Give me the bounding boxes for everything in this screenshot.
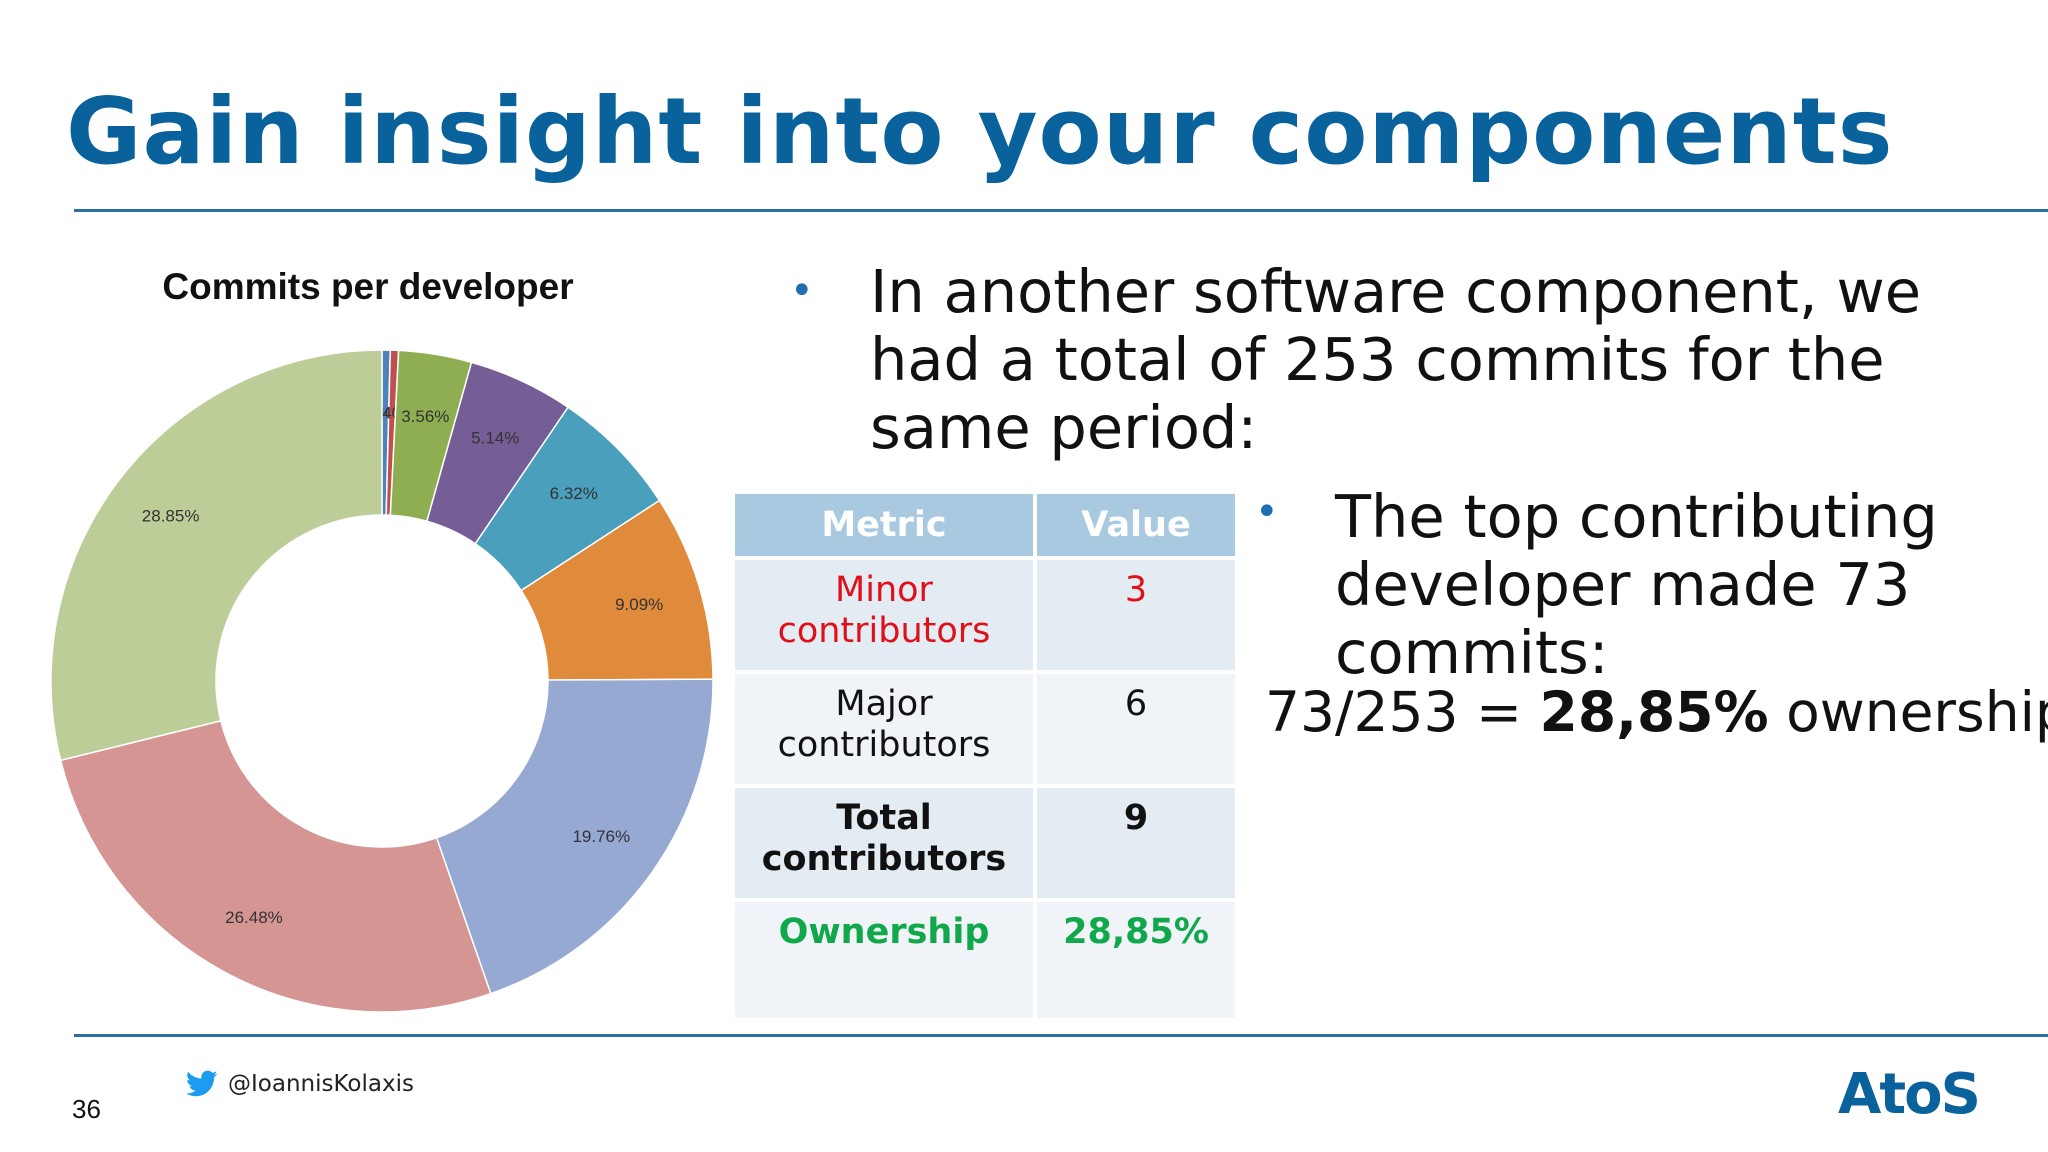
twitter-bird-icon	[186, 1070, 218, 1097]
header-metric: Metric	[735, 494, 1033, 556]
ownership-suffix: ownership	[1768, 680, 2048, 744]
metric-minor-contributors: Minor contributors	[735, 560, 1033, 670]
twitter-handle-text: @IoannisKolaxis	[228, 1071, 414, 1097]
bullet-total-commits-text: In another software component, we had a …	[870, 257, 1921, 462]
table-row: Total contributors 9	[735, 788, 1235, 898]
ownership-calculation: 73/253 = 28,85% ownership	[1265, 680, 2048, 744]
donut-slice	[435, 678, 714, 995]
table-row: Major contributors 6	[735, 674, 1235, 784]
donut-chart: 0.40%0.40%3.56%5.14%6.32%9.09%19.76%26.4…	[50, 349, 714, 1013]
bullet-dot: •	[790, 268, 814, 314]
metrics-table: Metric Value Minor contributors 3 Major …	[731, 490, 1239, 1022]
metric-total-contributors: Total contributors	[735, 788, 1033, 898]
value-total-contributors: 9	[1037, 788, 1235, 898]
slice-data-label: 28.85%	[142, 506, 200, 525]
header-value: Value	[1037, 494, 1235, 556]
donut-slice	[59, 719, 492, 1013]
metric-major-contributors: Major contributors	[735, 674, 1033, 784]
table-header-row: Metric Value	[735, 494, 1235, 556]
slice-data-label: 19.76%	[572, 827, 630, 846]
table-row: Minor contributors 3	[735, 560, 1235, 670]
top-divider	[74, 209, 2048, 212]
slice-data-label: 5.14%	[471, 429, 519, 448]
slice-data-label: 26.48%	[225, 908, 283, 927]
ownership-prefix: 73/253 =	[1265, 680, 1540, 744]
value-minor-contributors: 3	[1037, 560, 1235, 670]
bullet-dot: •	[1255, 489, 1279, 535]
value-major-contributors: 6	[1037, 674, 1235, 784]
bottom-divider	[74, 1034, 2048, 1037]
donut-slice	[50, 349, 383, 762]
table-row: Ownership 28,85%	[735, 902, 1235, 1018]
value-ownership: 28,85%	[1037, 902, 1235, 1018]
twitter-handle[interactable]: @IoannisKolaxis	[186, 1070, 414, 1098]
slice-data-label: 9.09%	[615, 595, 663, 614]
slice-data-label: 3.56%	[401, 407, 449, 426]
slice-data-label: 6.32%	[550, 484, 598, 503]
ownership-percent: 28,85%	[1539, 680, 1769, 744]
atos-logo: AtoS	[1838, 1062, 1981, 1127]
page-number: 36	[72, 1094, 101, 1124]
chart-title: Commits per developer	[162, 266, 574, 307]
bullet-top-contributor-text: The top contributing developer made 73 c…	[1335, 482, 1938, 687]
slide-title: Gain insight into your components	[66, 78, 1894, 185]
metric-ownership: Ownership	[735, 902, 1033, 1018]
